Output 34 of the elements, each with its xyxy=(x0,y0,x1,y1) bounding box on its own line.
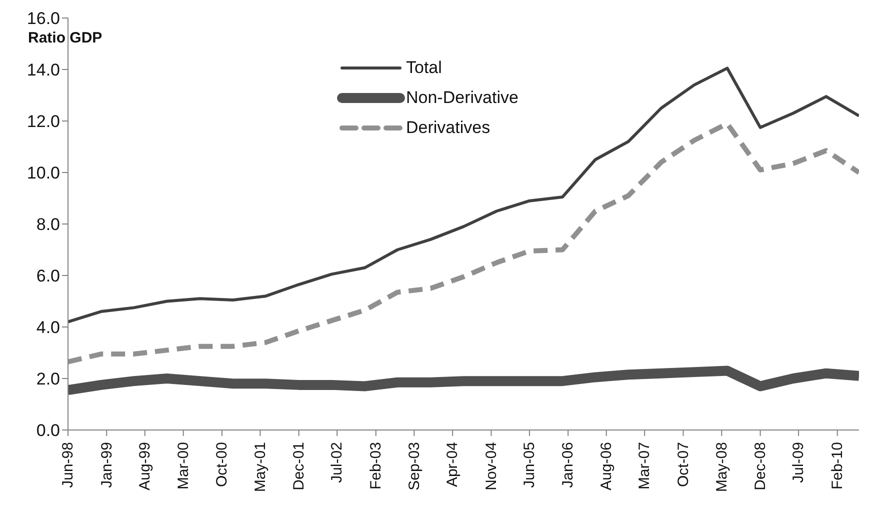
x-tick-label: Oct-00 xyxy=(214,442,231,488)
x-tick-label: Apr-04 xyxy=(444,442,462,488)
x-tick-label: Jun-98 xyxy=(60,442,77,488)
x-tick-label: Feb-10 xyxy=(828,442,846,490)
y-tick-label: 6.0 xyxy=(36,266,60,286)
y-tick-label: 10.0 xyxy=(26,164,60,183)
x-tick-label: Jul-02 xyxy=(328,442,346,483)
x-tick-label: Aug-06 xyxy=(598,442,615,490)
x-tick-label: Mar-07 xyxy=(636,442,654,490)
x-tick-label: Jun-05 xyxy=(521,442,538,488)
x-tick-label: Dec-08 xyxy=(752,442,769,490)
x-tick-label: Nov-04 xyxy=(482,442,500,490)
legend-label: Non-Derivative xyxy=(406,88,518,108)
x-tick-label: Mar-00 xyxy=(174,442,192,490)
y-tick-label: 0.0 xyxy=(36,421,60,440)
y-axis-title: Ratio GDP xyxy=(28,30,102,47)
x-tick-label: Oct-07 xyxy=(674,442,692,488)
y-tick-label: 16.0 xyxy=(26,9,60,28)
x-tick-label: Jul-09 xyxy=(790,442,808,483)
y-tick-label: 2.0 xyxy=(36,370,60,389)
x-tick-label: Feb-03 xyxy=(368,442,385,490)
y-tick-label: 12.0 xyxy=(26,112,60,132)
y-tick-label: 4.0 xyxy=(36,318,60,338)
legend-label: Total xyxy=(406,58,442,78)
x-tick-label: Sep-03 xyxy=(406,442,423,490)
x-tick-label: Dec-01 xyxy=(290,442,308,490)
x-tick-label: May-08 xyxy=(713,442,730,492)
legend-label: Derivatives xyxy=(406,118,490,138)
y-tick-label: 14.0 xyxy=(26,60,60,80)
x-tick-label: Aug-99 xyxy=(136,442,154,490)
x-tick-label: Jan-06 xyxy=(560,442,577,488)
x-tick-label: May-01 xyxy=(252,442,269,492)
y-tick-label: 8.0 xyxy=(36,215,60,234)
x-tick-label: Jan-99 xyxy=(98,442,116,488)
